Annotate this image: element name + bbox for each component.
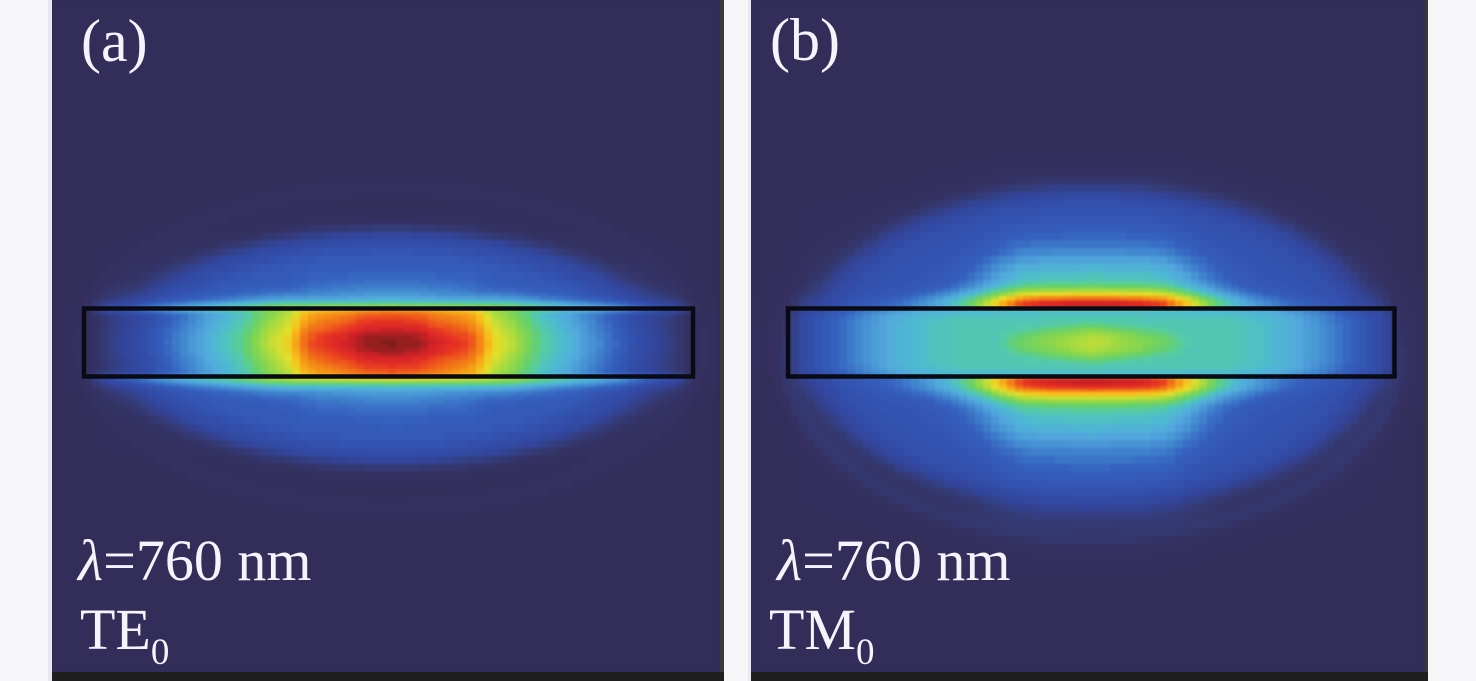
svg-text:λ=760 nm: λ=760 nm — [775, 528, 1010, 593]
svg-text:(b): (b) — [770, 7, 840, 73]
svg-text:λ=760 nm: λ=760 nm — [76, 528, 311, 593]
svg-text:(a): (a) — [81, 8, 148, 74]
